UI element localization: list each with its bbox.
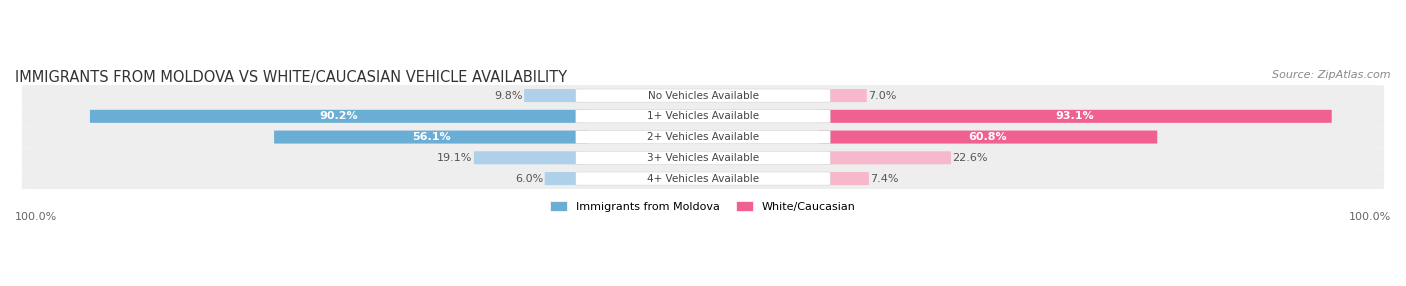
Text: Source: ZipAtlas.com: Source: ZipAtlas.com [1272, 70, 1391, 80]
FancyBboxPatch shape [575, 89, 831, 102]
Text: 60.8%: 60.8% [969, 132, 1007, 142]
Text: IMMIGRANTS FROM MOLDOVA VS WHITE/CAUCASIAN VEHICLE AVAILABILITY: IMMIGRANTS FROM MOLDOVA VS WHITE/CAUCASI… [15, 70, 567, 85]
FancyBboxPatch shape [575, 110, 831, 123]
Text: 7.4%: 7.4% [870, 174, 898, 184]
FancyBboxPatch shape [274, 130, 588, 144]
FancyBboxPatch shape [575, 151, 831, 164]
FancyBboxPatch shape [818, 172, 869, 185]
Text: 22.6%: 22.6% [952, 153, 988, 163]
Text: 1+ Vehicles Available: 1+ Vehicles Available [647, 111, 759, 121]
FancyBboxPatch shape [544, 172, 588, 185]
Text: 90.2%: 90.2% [319, 111, 359, 121]
FancyBboxPatch shape [474, 151, 588, 164]
FancyBboxPatch shape [22, 85, 1384, 106]
Text: No Vehicles Available: No Vehicles Available [648, 91, 758, 101]
FancyBboxPatch shape [22, 168, 1384, 189]
FancyBboxPatch shape [524, 89, 588, 102]
FancyBboxPatch shape [818, 110, 1331, 123]
Text: 56.1%: 56.1% [412, 132, 450, 142]
FancyBboxPatch shape [575, 130, 831, 144]
Legend: Immigrants from Moldova, White/Caucasian: Immigrants from Moldova, White/Caucasian [546, 197, 860, 217]
FancyBboxPatch shape [818, 89, 866, 102]
Text: 4+ Vehicles Available: 4+ Vehicles Available [647, 174, 759, 184]
Text: 9.8%: 9.8% [495, 91, 523, 101]
Text: 93.1%: 93.1% [1056, 111, 1094, 121]
FancyBboxPatch shape [818, 151, 950, 164]
FancyBboxPatch shape [22, 106, 1384, 127]
Text: 7.0%: 7.0% [868, 91, 897, 101]
Text: 6.0%: 6.0% [515, 174, 543, 184]
Text: 100.0%: 100.0% [1348, 212, 1391, 222]
Text: 19.1%: 19.1% [437, 153, 472, 163]
FancyBboxPatch shape [818, 130, 1157, 144]
Text: 100.0%: 100.0% [15, 212, 58, 222]
Text: 3+ Vehicles Available: 3+ Vehicles Available [647, 153, 759, 163]
FancyBboxPatch shape [90, 110, 588, 123]
Text: 2+ Vehicles Available: 2+ Vehicles Available [647, 132, 759, 142]
FancyBboxPatch shape [575, 172, 831, 185]
FancyBboxPatch shape [22, 147, 1384, 168]
FancyBboxPatch shape [22, 127, 1384, 148]
